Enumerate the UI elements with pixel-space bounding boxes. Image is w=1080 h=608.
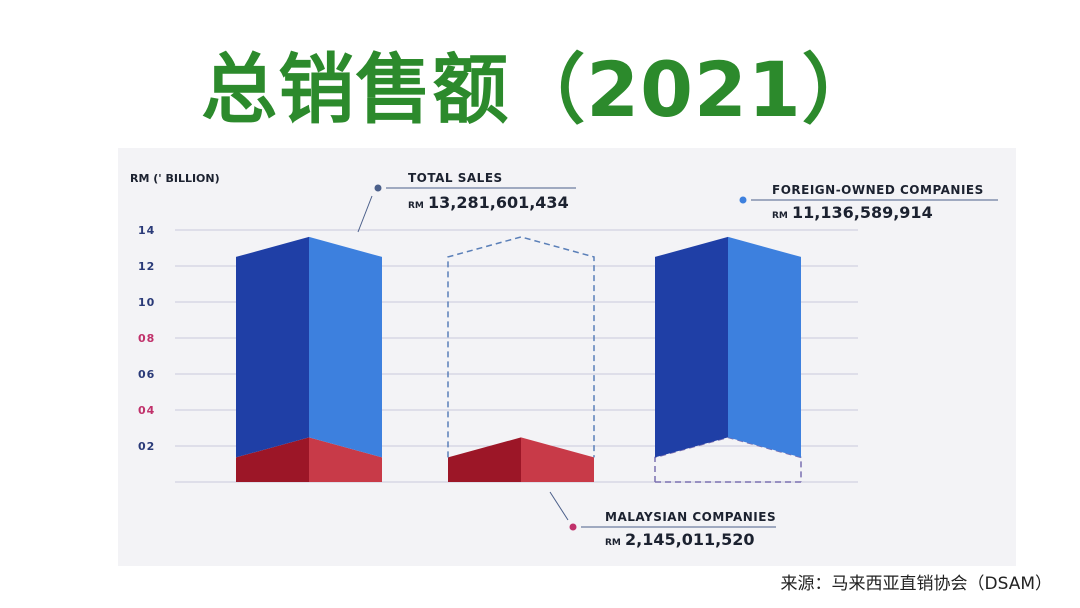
bar-foreign-left-face: [655, 236, 728, 458]
annotation-total-sales-dot: [374, 184, 382, 192]
annotation-total-sales-leader: [357, 195, 373, 233]
annotation-foreign-owned-currency: RM: [772, 211, 788, 221]
bars: [236, 236, 802, 483]
annotation-foreign-owned-value: 11,136,589,914: [792, 203, 933, 222]
y-tick-label: 12: [138, 260, 155, 273]
bar-malaysian-left-face: [448, 437, 521, 482]
y-tick-label: 02: [138, 440, 155, 453]
annotation-malaysian-value: 2,145,011,520: [625, 530, 755, 549]
bar-foreign: [655, 236, 801, 458]
bar-total-malaysian-left-face: [236, 437, 309, 482]
y-tick-label: 14: [138, 224, 155, 237]
source-note: 来源：马来西亚直销协会（DSAM）: [780, 574, 1053, 594]
annotation-malaysian-label: MALAYSIAN COMPANIES: [605, 510, 776, 524]
annotation-malaysian: MALAYSIAN COMPANIES RM 2,145,011,520: [549, 491, 776, 549]
annotation-foreign-owned-dot: [739, 196, 747, 204]
bar-malaysian-ghost-outline: [447, 236, 595, 458]
y-axis-label: RM (' BILLION): [130, 172, 220, 185]
page-title: 总销售额（2021）: [201, 45, 879, 134]
bar-malaysian-right-face: [521, 437, 594, 482]
y-tick-label: 08: [138, 332, 155, 345]
bar-malaysian: [448, 437, 594, 482]
bar-foreign-right-face: [728, 236, 801, 458]
annotation-total-sales-label: TOTAL SALES: [408, 171, 503, 185]
bar-total-foreign-left-face: [236, 236, 309, 458]
annotation-total-sales-currency: RM: [408, 201, 424, 211]
bar-total-foreign-right-face: [309, 236, 382, 458]
y-tick-label: 06: [138, 368, 155, 381]
y-axis-ticks: 14 12 10 08 06 04 02: [138, 224, 155, 453]
annotation-malaysian-leader: [549, 491, 569, 521]
bar-malaysian-ghost: [447, 236, 595, 458]
annotation-foreign-owned: FOREIGN-OWNED COMPANIES RM 11,136,589,914: [739, 183, 998, 222]
bar-total-malaysian-right-face: [309, 437, 382, 482]
y-tick-label: 10: [138, 296, 155, 309]
y-tick-label: 04: [138, 404, 155, 417]
annotation-malaysian-currency: RM: [605, 538, 621, 548]
annotation-total-sales: TOTAL SALES RM 13,281,601,434: [357, 171, 576, 233]
annotation-malaysian-dot: [569, 523, 577, 531]
annotation-foreign-owned-label: FOREIGN-OWNED COMPANIES: [772, 183, 984, 197]
bar-total-malaysian: [236, 437, 382, 482]
bar-total-foreign: [236, 236, 382, 458]
annotation-total-sales-value: 13,281,601,434: [428, 193, 569, 212]
annotations: TOTAL SALES RM 13,281,601,434 FOREIGN-OWNED…: [357, 171, 998, 549]
